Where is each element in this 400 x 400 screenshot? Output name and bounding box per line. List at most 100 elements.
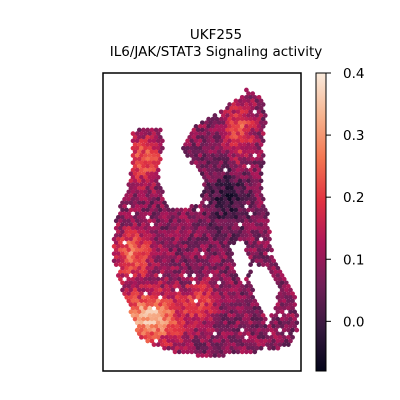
spot xyxy=(202,334,207,340)
spot xyxy=(181,349,186,355)
spot xyxy=(210,342,216,347)
spot xyxy=(227,298,232,304)
spot xyxy=(283,294,289,300)
spot xyxy=(115,258,121,264)
spot xyxy=(239,225,245,231)
spot xyxy=(233,229,239,235)
spot xyxy=(124,273,130,278)
spot xyxy=(172,247,178,253)
spot xyxy=(241,134,247,140)
spot xyxy=(279,324,285,329)
spot xyxy=(235,196,241,202)
spot xyxy=(233,294,239,300)
spot xyxy=(143,167,148,173)
spot xyxy=(250,113,256,118)
spot xyxy=(136,207,142,213)
spot xyxy=(244,196,249,202)
spot xyxy=(149,251,155,257)
spot xyxy=(170,338,176,344)
spot xyxy=(271,258,277,264)
spot xyxy=(231,160,237,166)
spot xyxy=(229,164,235,169)
spot xyxy=(244,320,249,326)
spot xyxy=(160,233,165,238)
spot xyxy=(214,167,220,173)
spot xyxy=(252,94,258,100)
spot xyxy=(252,298,258,304)
spot xyxy=(250,287,256,293)
spot xyxy=(166,280,172,286)
spot xyxy=(260,327,266,333)
spot xyxy=(244,182,249,187)
spot xyxy=(153,222,159,227)
spot xyxy=(254,324,260,329)
spot xyxy=(139,196,144,202)
spot xyxy=(235,349,241,355)
spot xyxy=(223,189,228,195)
spot xyxy=(191,142,197,147)
spot xyxy=(151,167,157,173)
spot xyxy=(258,142,264,147)
spot xyxy=(155,153,161,158)
spot xyxy=(288,331,293,337)
spot xyxy=(160,284,165,289)
spot xyxy=(147,225,153,231)
spot xyxy=(162,345,167,351)
spot xyxy=(292,324,298,329)
spot xyxy=(202,269,207,275)
spot xyxy=(223,138,228,144)
spot xyxy=(195,229,201,235)
spot xyxy=(155,291,161,297)
spot xyxy=(147,284,153,289)
spot xyxy=(252,305,258,311)
spot xyxy=(227,305,232,311)
spot xyxy=(124,200,130,206)
spot xyxy=(143,145,148,151)
spot xyxy=(155,145,161,151)
spot xyxy=(290,305,295,311)
spot xyxy=(204,149,209,155)
spot xyxy=(183,345,188,351)
spot xyxy=(254,120,260,126)
spot xyxy=(216,178,222,184)
spot xyxy=(145,236,151,242)
spot xyxy=(265,254,270,260)
spot xyxy=(197,262,203,267)
spot xyxy=(229,302,235,307)
spot xyxy=(199,273,205,278)
spot xyxy=(139,254,144,260)
spot xyxy=(216,193,222,198)
spot xyxy=(136,193,142,198)
spot xyxy=(235,138,241,144)
spot xyxy=(202,298,207,304)
spot xyxy=(223,218,228,224)
spot xyxy=(231,327,237,333)
spot xyxy=(174,258,180,264)
spot xyxy=(260,211,266,217)
spot xyxy=(250,171,256,177)
spot xyxy=(227,102,232,107)
spot xyxy=(204,294,209,300)
spot xyxy=(227,240,232,246)
spot xyxy=(124,214,130,220)
spot xyxy=(216,229,222,235)
spot xyxy=(130,167,136,173)
spot xyxy=(176,233,182,238)
spot xyxy=(216,287,222,293)
spot xyxy=(202,167,207,173)
spot xyxy=(210,131,216,136)
spot xyxy=(155,182,161,187)
spot xyxy=(130,276,136,282)
spot xyxy=(197,342,203,347)
spot xyxy=(136,316,142,322)
spot xyxy=(145,171,151,177)
spot xyxy=(223,109,228,115)
spot xyxy=(136,222,142,227)
spot xyxy=(208,142,214,147)
spot xyxy=(262,229,268,235)
spot xyxy=(193,240,199,246)
spot xyxy=(206,291,211,297)
spot xyxy=(147,153,153,158)
spot xyxy=(241,207,247,213)
spot xyxy=(248,182,253,187)
